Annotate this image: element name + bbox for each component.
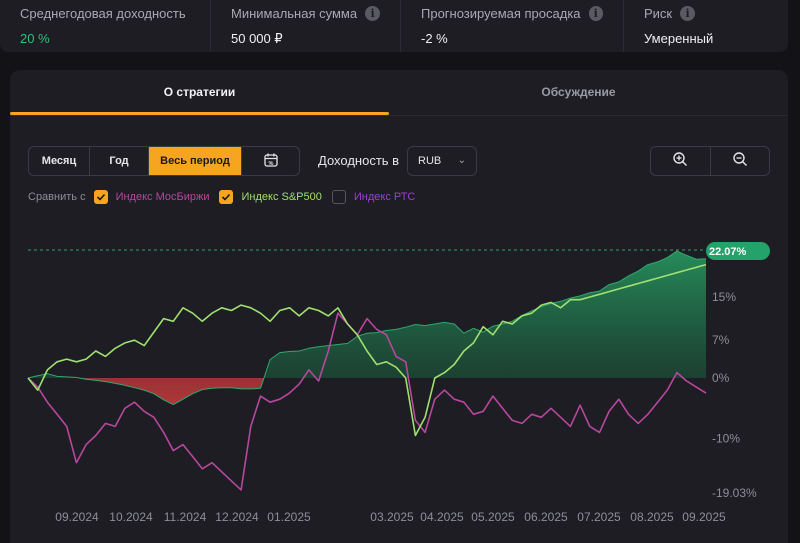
- strategy-line: [27, 250, 707, 406]
- strategy-area-negative: [28, 378, 706, 405]
- chevron-down-icon: ⌄: [457, 155, 466, 166]
- stats-bar: Среднегодовая доходность 20 % Минимальна…: [0, 0, 788, 52]
- svg-text:%: %: [268, 160, 273, 166]
- strategy-area-positive: [28, 251, 706, 378]
- y-tick-label: -10%: [712, 432, 740, 446]
- x-tick-label: 03.2025: [370, 510, 414, 524]
- sp500-index-line: [27, 263, 707, 437]
- x-tick-label: 09.2025: [682, 510, 726, 524]
- y-tick-label: 0%: [712, 371, 730, 385]
- x-tick-label: 10.2024: [109, 510, 153, 524]
- last-value-text: 22.07%: [709, 246, 747, 258]
- calendar-icon: %: [263, 152, 279, 171]
- y-tick-label: -19.03%: [712, 486, 757, 500]
- last-value-badge: 22.07%: [706, 242, 770, 260]
- stat-avg-yield: Среднегодовая доходность 20 %: [0, 0, 210, 52]
- currency-value: RUB: [418, 155, 442, 167]
- stat-value: 50 000 ₽: [231, 31, 283, 46]
- compare-moex[interactable]: Индекс МосБиржи: [93, 190, 210, 204]
- compare-sp500[interactable]: Индекс S&P500: [219, 190, 322, 204]
- zoom-out-button[interactable]: [709, 147, 769, 175]
- x-tick-label: 07.2025: [577, 510, 621, 524]
- zoom-controls: [650, 146, 770, 176]
- compare-row: Сравнить с Индекс МосБиржи Индекс S&P500…: [28, 190, 425, 204]
- x-tick-label: 06.2025: [524, 510, 568, 524]
- period-all-button[interactable]: Весь период: [149, 147, 242, 175]
- x-tick-label: 11.2024: [164, 510, 207, 524]
- calendar-button[interactable]: %: [242, 147, 299, 175]
- currency-select[interactable]: RUB ⌄: [407, 146, 477, 176]
- stat-drawdown: Прогнозируемая просадка i -2 %: [400, 0, 623, 52]
- stat-label: Риск: [644, 6, 673, 21]
- info-icon[interactable]: i: [680, 6, 696, 21]
- checkbox-rts[interactable]: [331, 190, 346, 204]
- x-tick-label: 09.2024: [55, 510, 99, 524]
- x-tick-label: 04.2025: [420, 510, 464, 524]
- stat-value: -2 %: [421, 31, 448, 46]
- y-tick-label: 15%: [712, 290, 736, 304]
- stat-risk: Риск i Умеренный: [623, 0, 788, 52]
- period-year-button[interactable]: Год: [90, 147, 149, 175]
- x-tick-label: 12.2024: [215, 510, 259, 524]
- tabs: О стратегии Обсуждение: [10, 70, 788, 116]
- info-icon[interactable]: i: [365, 6, 380, 21]
- zoom-out-icon: [732, 151, 748, 172]
- stat-value: 20 %: [20, 31, 50, 46]
- stat-min-amount: Минимальная сумма i 50 000 ₽: [210, 0, 400, 52]
- compare-sp500-label: Индекс S&P500: [241, 191, 322, 203]
- period-selector: Месяц Год Весь период %: [28, 146, 300, 176]
- checkbox-moex[interactable]: [93, 190, 108, 204]
- x-tick-label: 01.2025: [267, 510, 311, 524]
- stat-value: Умеренный: [644, 31, 714, 46]
- period-month-button[interactable]: Месяц: [29, 147, 90, 175]
- stat-label: Минимальная сумма: [231, 6, 358, 21]
- compare-label: Сравнить с: [28, 191, 86, 203]
- active-tab-indicator: [10, 112, 389, 115]
- compare-moex-label: Индекс МосБиржи: [115, 191, 210, 203]
- y-tick-label: 7%: [712, 333, 730, 347]
- info-icon[interactable]: i: [588, 6, 603, 21]
- moex-index-line: [27, 312, 707, 491]
- compare-rts-label: Индекс РТС: [353, 191, 416, 203]
- stat-label: Прогнозируемая просадка: [421, 6, 581, 21]
- stat-label: Среднегодовая доходность: [20, 6, 186, 21]
- zoom-in-icon: [672, 151, 688, 172]
- zoom-in-button[interactable]: [651, 147, 710, 175]
- x-tick-label: 08.2025: [630, 510, 674, 524]
- compare-rts[interactable]: Индекс РТС: [331, 190, 416, 204]
- checkbox-sp500[interactable]: [219, 190, 234, 204]
- tab-about-strategy[interactable]: О стратегии: [163, 85, 236, 99]
- x-tick-label: 05.2025: [471, 510, 515, 524]
- tab-discussion[interactable]: Обсуждение: [541, 85, 616, 99]
- currency-label: Доходность в: [318, 153, 400, 168]
